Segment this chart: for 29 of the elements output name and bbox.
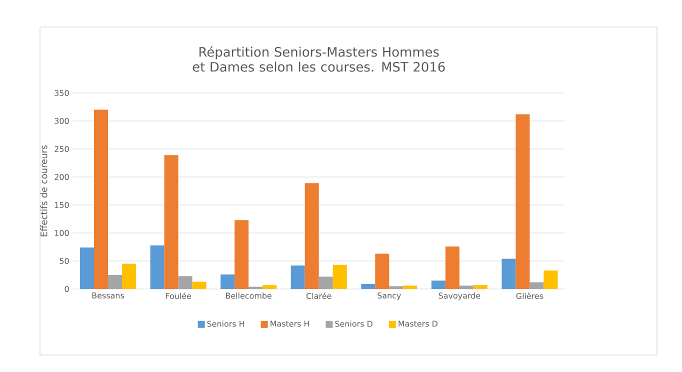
bar bbox=[220, 274, 235, 289]
bar bbox=[473, 285, 488, 289]
bar bbox=[502, 258, 516, 289]
bar bbox=[530, 282, 544, 289]
bar bbox=[375, 254, 390, 289]
bar bbox=[108, 275, 122, 289]
y-axis-title: Effectifs de coureurs bbox=[40, 145, 48, 236]
bar bbox=[80, 248, 94, 289]
bar bbox=[178, 276, 192, 289]
bar bbox=[318, 276, 333, 289]
chart-title: Répartition Seniors-Masters Hommes et Dames selon les courses. MST 2016 bbox=[192, 46, 445, 72]
bar bbox=[516, 114, 530, 289]
bar bbox=[290, 265, 305, 289]
bar bbox=[403, 286, 418, 289]
bar bbox=[445, 246, 460, 289]
bar bbox=[150, 245, 164, 289]
bar bbox=[164, 155, 178, 289]
bar bbox=[389, 286, 404, 289]
bar bbox=[122, 264, 136, 289]
bar bbox=[304, 183, 319, 289]
bar bbox=[94, 110, 108, 289]
bar bbox=[332, 264, 347, 289]
bar bbox=[459, 286, 474, 289]
bar bbox=[431, 280, 446, 289]
bar bbox=[262, 285, 277, 289]
bar bbox=[192, 282, 206, 289]
bar bbox=[234, 220, 249, 289]
bar bbox=[361, 284, 376, 289]
bar bbox=[544, 270, 558, 289]
